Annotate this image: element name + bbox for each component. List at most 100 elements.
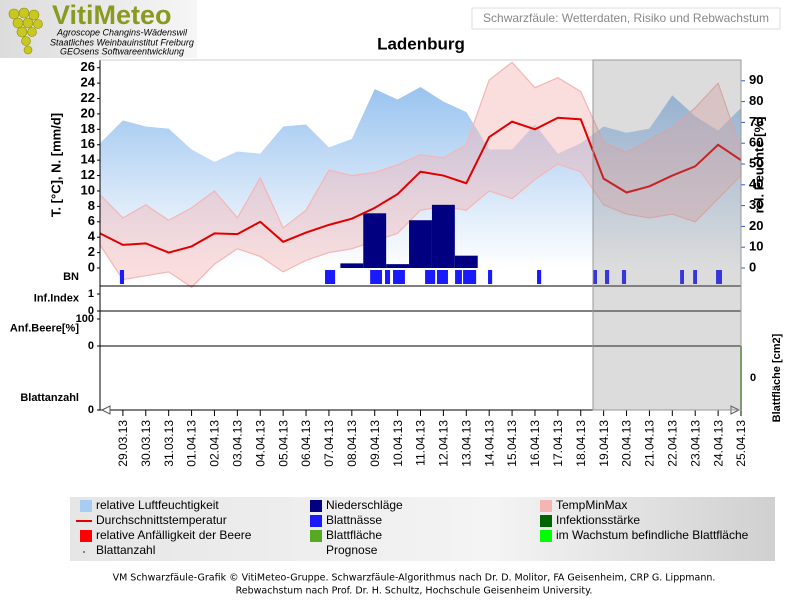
leaf-wetness <box>680 270 684 284</box>
row-tick-label: 0 <box>88 340 94 352</box>
legend-label: Niederschläge <box>326 498 403 512</box>
x-tick-label: 19.04.13 <box>597 420 611 467</box>
leaf-wetness <box>463 270 477 284</box>
x-tick-label: 01.04.13 <box>185 420 199 467</box>
legend-label: im Wachstum befindliche Blattfläche <box>556 528 749 542</box>
row-tick-label: 1 <box>88 288 94 300</box>
row-tick-label: 100 <box>76 313 94 325</box>
y2-tick-label: 80 <box>749 93 763 108</box>
legend-label: Blattanzahl <box>96 543 155 557</box>
legend-label: Prognose <box>326 543 378 557</box>
row-tick-label: 0 <box>88 404 94 416</box>
x-tick-label: 18.04.13 <box>574 420 588 467</box>
leaf-wetness <box>621 270 627 284</box>
y-tick-label: 8 <box>88 198 95 213</box>
rain-bar <box>431 204 455 268</box>
y2-tick-label: 20 <box>749 218 763 233</box>
x-tick-label: 04.04.13 <box>253 420 267 467</box>
x-tick-label: 15.04.13 <box>505 420 519 467</box>
leaf-wetness <box>325 270 336 284</box>
x-tick-label: 13.04.13 <box>459 420 473 467</box>
y-tick-label: 2 <box>88 244 95 259</box>
forecast-shade <box>592 59 742 411</box>
legend-swatch <box>310 530 322 542</box>
x-tick-label: 29.03.13 <box>116 420 130 467</box>
leaf-wetness <box>425 270 436 284</box>
rain-bar <box>340 263 364 268</box>
y2-tick-label: 30 <box>749 197 763 212</box>
y-tick-label: 26 <box>81 59 95 74</box>
leaf-wetness <box>716 270 722 284</box>
legend-swatch <box>310 515 322 527</box>
subject: Schwarzfäule: Wetterdaten, Risiko und Re… <box>483 11 769 25</box>
y2-tick-label: 70 <box>749 114 763 129</box>
y2-axis-label: rel. Feuchte [%] <box>751 117 766 214</box>
y2-tick-label: 40 <box>749 176 763 191</box>
mean-temp-line <box>99 116 742 254</box>
row-label: BN <box>63 271 79 283</box>
rain-bar <box>363 213 387 268</box>
legend-label: relative Anfälligkeit der Beere <box>96 528 252 542</box>
legend-label: TempMinMax <box>556 498 627 512</box>
y2-tick-label: 60 <box>749 135 763 150</box>
logo-line: Agroscope Changins-Wädenswil <box>56 27 188 37</box>
row-y2-tick-label: 0 <box>750 372 756 384</box>
y-tick-label: 0 <box>88 259 95 274</box>
x-tick-label: 20.04.13 <box>620 420 634 467</box>
legend-label: Durchschnittstemperatur <box>96 513 227 527</box>
row-tick-label: 0 <box>88 305 94 317</box>
leaf-wetness <box>537 270 542 284</box>
y-tick-label: 22 <box>81 90 95 105</box>
y-tick-label: 4 <box>88 229 96 244</box>
y-tick-label: 18 <box>81 121 95 136</box>
footer: VM Schwarzfäule-Grafik © VitiMeteo-Grupp… <box>113 573 716 584</box>
leaf-wetness <box>385 270 391 284</box>
y-tick-label: 24 <box>81 75 96 90</box>
grapes <box>8 7 43 55</box>
x-tick-label: 10.04.13 <box>391 420 405 467</box>
x-tick-label: 17.04.13 <box>551 420 565 467</box>
x-tick-label: 25.04.13 <box>734 420 748 467</box>
y-tick-label: 20 <box>81 105 95 120</box>
y-tick-label: 16 <box>81 136 95 151</box>
leaf-wetness <box>370 270 383 284</box>
logo-line: GEOsens Softwareentwicklung <box>60 46 184 56</box>
row-label: Anf.Beere[%] <box>10 322 79 334</box>
y-tick-label: 10 <box>81 182 95 197</box>
x-tick-label: 22.04.13 <box>665 420 679 467</box>
y2-tick-label: 10 <box>749 239 763 254</box>
x-tick-label: 08.04.13 <box>345 420 359 467</box>
x-tick-label: 02.04.13 <box>208 420 222 467</box>
logo-line: Staatliches Weinbauinstitut Freiburg <box>50 37 194 47</box>
leaf-wetness <box>488 270 493 284</box>
scroll-arrow <box>100 405 111 415</box>
legend-swatch <box>540 515 552 527</box>
subject-box <box>471 7 781 30</box>
legend-label: Blattfläche <box>326 528 382 542</box>
legend-swatch <box>80 500 92 512</box>
legend: relative Luftfeuchtigkeit Niederschläge Te… <box>76 498 749 557</box>
chart-title: Ladenburg <box>377 34 465 53</box>
x-tick-label: 06.04.13 <box>299 420 313 467</box>
leaf-wetness <box>455 270 462 284</box>
row-y2-label: Blattfläche [cm2] <box>771 333 783 422</box>
leaf-wetness <box>605 270 610 284</box>
x-tick-label: 12.04.13 <box>437 420 451 467</box>
rain-bar <box>409 220 432 268</box>
leaf-wetness <box>693 270 698 284</box>
x-tick-label: 11.04.13 <box>414 420 428 466</box>
y-tick-label: 6 <box>88 213 95 228</box>
footer: Rebwachstum nach Prof. Dr. H. Schultz, H… <box>236 586 593 597</box>
rain-bar <box>454 255 478 268</box>
legend-swatch <box>83 551 85 553</box>
legend-label: Infektionsstärke <box>556 513 640 527</box>
legend-label: Blattnässe <box>326 513 382 527</box>
leaf-wetness <box>593 270 598 284</box>
x-tick-label: 03.04.13 <box>231 420 245 467</box>
y2-tick-label: 0 <box>749 259 756 274</box>
y2-tick-label: 90 <box>749 72 763 87</box>
y-tick-label: 14 <box>81 152 96 167</box>
legend-box <box>70 497 775 561</box>
leaf-wetness <box>436 270 448 284</box>
